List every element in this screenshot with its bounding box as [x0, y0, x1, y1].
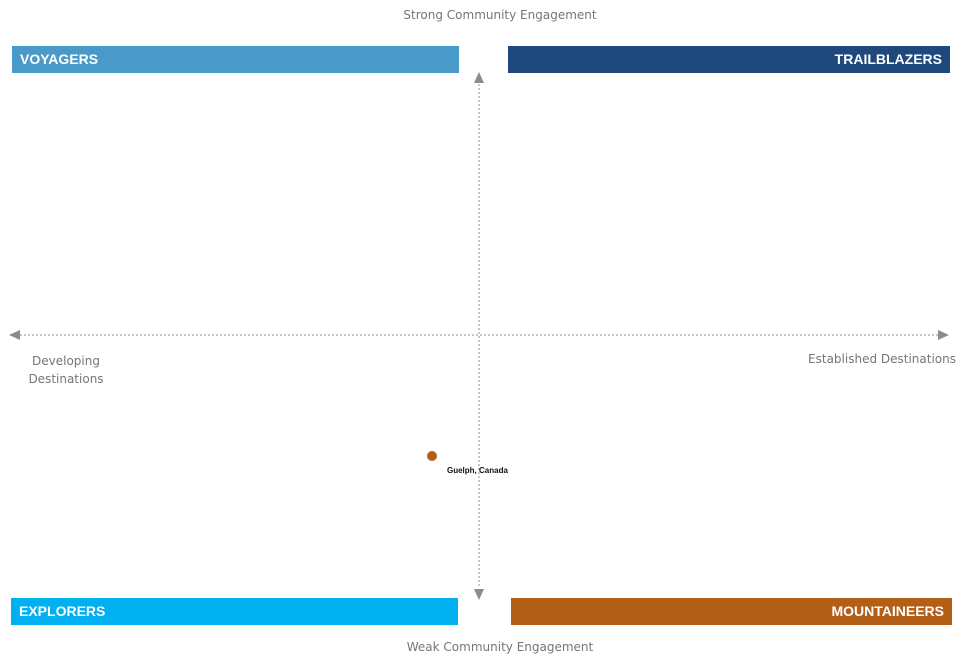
point-marker-guelph	[427, 451, 437, 461]
x-axis-left-label-line1: Developing	[32, 354, 100, 368]
vertical-axis-arrow-up	[474, 72, 484, 83]
vertical-axis-arrow-down	[474, 589, 484, 600]
x-axis-right-label: Established Destinations	[808, 352, 956, 366]
y-axis-bottom-label: Weak Community Engagement	[406, 640, 594, 654]
horizontal-axis-arrow-left	[9, 330, 20, 340]
horizontal-axis-arrow-right	[938, 330, 949, 340]
y-axis-top-label: Strong Community Engagement	[403, 8, 597, 22]
quadrant-banner-voyagers: VOYAGERS	[12, 46, 459, 73]
quadrant-banner-mountaineers: MOUNTAINEERS	[511, 598, 952, 625]
x-axis-left-label-line2: Destinations	[28, 372, 104, 386]
point-label-guelph: Guelph, Canada	[447, 466, 508, 475]
quadrant-banner-trailblazers: TRAILBLAZERS	[508, 46, 950, 73]
quadrant-banner-explorers: EXPLORERS	[11, 598, 458, 625]
x-axis-left-label: Developing Destinations	[18, 352, 114, 388]
